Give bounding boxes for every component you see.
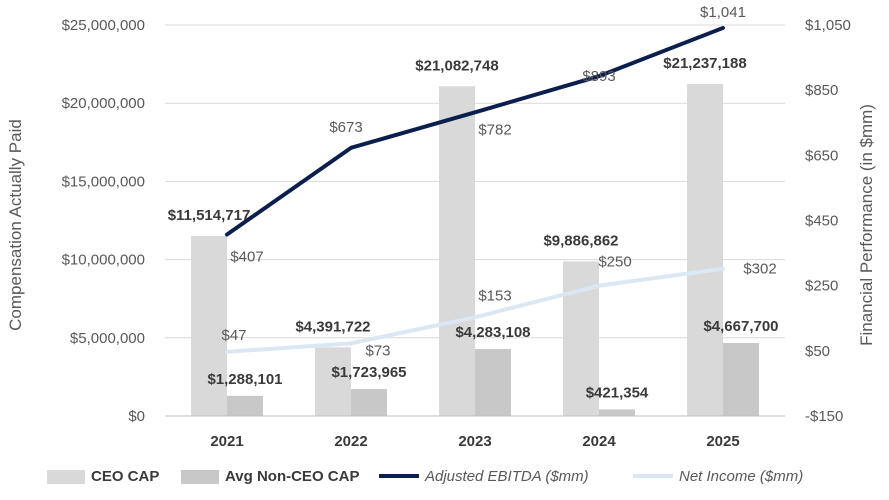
left-axis-tick-label: $25,000,000: [62, 17, 145, 34]
net-income-data-label: $47: [221, 327, 246, 344]
adjusted-ebitda-data-label: $1,041: [700, 4, 746, 21]
net-income-data-label: $73: [365, 342, 390, 359]
left-axis-tick-label: $15,000,000: [62, 173, 145, 190]
avg-non-ceo-cap-bar: [599, 409, 635, 416]
net-income-line: [225, 266, 725, 354]
bar-series: [191, 83, 759, 417]
ceo-cap-bar: [315, 347, 351, 416]
net-income-data-label: $153: [478, 287, 511, 304]
left-axis-title: Compensation Actually Paid: [6, 119, 25, 331]
ceo-cap-data-label: $21,237,188: [663, 55, 746, 72]
ceo-cap-data-label: $21,082,748: [415, 57, 498, 74]
ceo-cap-data-label: $4,391,722: [295, 318, 370, 335]
legend-avg-non-ceo-cap-label: Avg Non-CEO CAP: [225, 468, 359, 485]
left-axis-tick-label: $10,000,000: [62, 252, 145, 269]
avg-non-ceo-cap-data-label: $4,283,108: [455, 324, 530, 341]
adjusted-ebitda-line: [225, 25, 725, 237]
avg-non-ceo-cap-data-label: $1,723,965: [331, 364, 406, 381]
net-income-data-label: $250: [598, 254, 631, 271]
x-axis-category-label: 2025: [706, 433, 739, 450]
right-axis-tick-label: $250: [805, 278, 838, 295]
legend-ceo-cap-swatch: [47, 470, 85, 484]
avg-non-ceo-cap-data-label: $1,288,101: [207, 371, 282, 388]
ceo-cap-bar: [191, 235, 227, 416]
right-axis-tick-label: $450: [805, 213, 838, 230]
right-axis-tick-label: $850: [805, 82, 838, 99]
left-axis-tick-label: $5,000,000: [70, 330, 145, 347]
right-axis-tick-label: $50: [805, 343, 830, 360]
right-axis-tick-label: -$150: [805, 408, 843, 425]
avg-non-ceo-cap-bar: [723, 342, 759, 416]
avg-non-ceo-cap-data-label: $4,667,700: [703, 318, 778, 335]
legend-ceo-cap-label: CEO CAP: [91, 468, 159, 485]
avg-non-ceo-cap-bar: [227, 395, 263, 416]
ceo-cap-bar: [687, 83, 723, 417]
avg-non-ceo-cap-data-label: $421,354: [586, 384, 649, 401]
x-axis-category-label: 2024: [582, 433, 616, 450]
right-axis-tick-label: $650: [805, 147, 838, 164]
avg-non-ceo-cap-bar: [475, 349, 511, 416]
adjusted-ebitda-data-label: $673: [329, 119, 362, 136]
adjusted-ebitda-data-label: $782: [478, 121, 511, 138]
legend-avg-non-ceo-cap-swatch: [181, 470, 219, 484]
x-axis-category-label: 2021: [210, 433, 243, 450]
left-axis-tick-label: $20,000,000: [62, 95, 145, 112]
avg-non-ceo-cap-bar: [351, 389, 387, 416]
x-axis-category-label: 2022: [334, 433, 367, 450]
line-series: [225, 25, 725, 354]
left-axis-tick-label: $0: [128, 408, 145, 425]
legend: CEO CAP Avg Non-CEO CAP Adjusted EBITDA ($…: [47, 468, 803, 485]
legend-adjusted-ebitda-label: Adjusted EBITDA ($mm): [424, 468, 589, 485]
data-labels: $11,514,717 $4,391,722 $21,082,748 $9,886,8…: [168, 4, 779, 401]
ceo-cap-bar: [439, 86, 475, 417]
x-axis-category-label: 2023: [458, 433, 491, 450]
ceo-cap-data-label: $9,886,862: [543, 232, 618, 249]
ceo-cap-data-label: $11,514,717: [168, 207, 251, 224]
adjusted-ebitda-data-label: $407: [230, 249, 263, 266]
right-axis-title: Financial Performance (in $mm): [857, 104, 876, 346]
net-income-data-label: $302: [743, 261, 776, 278]
legend-net-income-label: Net Income ($mm): [679, 468, 803, 485]
axes: $0 $5,000,000 $10,000,000 $15,000,000 $20,00…: [62, 17, 851, 450]
right-axis-tick-label: $1,050: [805, 17, 851, 34]
adjusted-ebitda-data-label: $893: [582, 68, 615, 85]
